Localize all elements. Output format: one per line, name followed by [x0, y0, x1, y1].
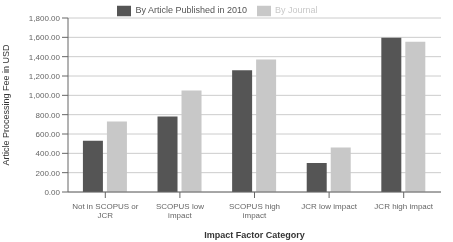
svg-text:JCR low impact: JCR low impact	[301, 202, 357, 211]
svg-text:400.00: 400.00	[36, 149, 61, 158]
svg-text:SCOPUS lowimpact: SCOPUS lowimpact	[156, 202, 204, 220]
svg-text:1,800.00: 1,800.00	[29, 14, 61, 23]
svg-text:0.00: 0.00	[44, 188, 60, 197]
html-text:By Article Published in 2010: By Article Published in 2010	[135, 5, 247, 16]
html-text:By Journal: By Journal	[275, 5, 318, 16]
svg-text:Not in SCOPUS orJCR: Not in SCOPUS orJCR	[72, 202, 139, 220]
svg-text:Article Processing Fee in USD: Article Processing Fee in USD	[8, 44, 11, 166]
svg-text:1,200.00: 1,200.00	[29, 72, 61, 81]
svg-text:200.00: 200.00	[36, 169, 61, 178]
svg-text:1,000.00: 1,000.00	[29, 91, 61, 100]
svg-text:JCR high impact: JCR high impact	[374, 202, 433, 211]
svg-text:SCOPUS highimpact: SCOPUS highimpact	[229, 202, 280, 220]
svg-text:Impact Factor Category: Impact Factor Category	[204, 230, 305, 240]
svg-text:1,600.00: 1,600.00	[29, 33, 61, 42]
svg-text:600.00: 600.00	[36, 130, 61, 139]
svg-text:800.00: 800.00	[36, 111, 61, 120]
svg-text:1,400.00: 1,400.00	[29, 53, 61, 62]
